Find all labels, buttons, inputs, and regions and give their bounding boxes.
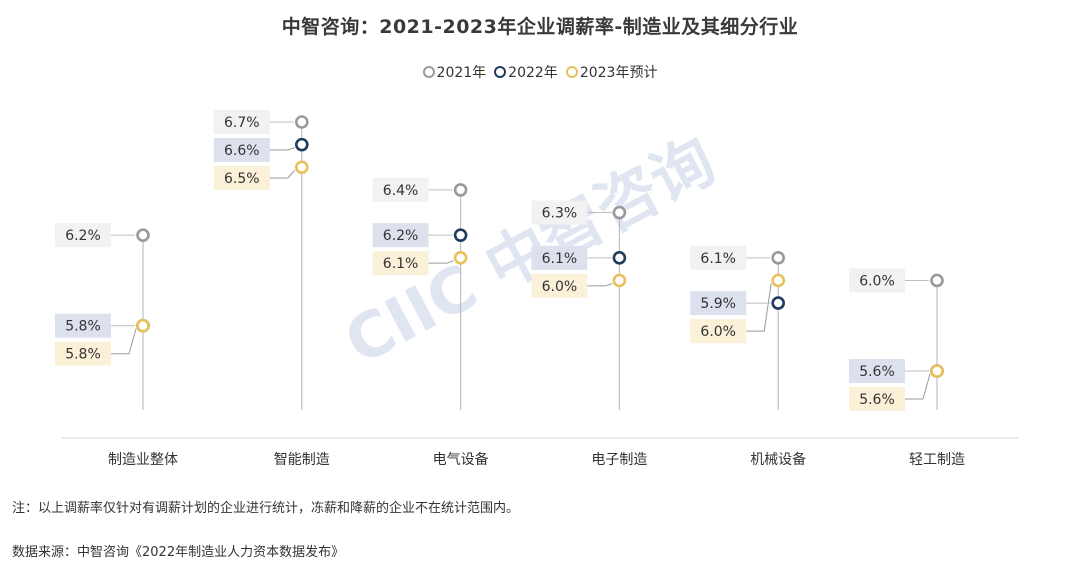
- data-label-box: [213, 166, 270, 190]
- legend-label: 2023年预计: [579, 65, 658, 81]
- data-label-box: [213, 110, 270, 134]
- legend-label: 2022年: [508, 65, 558, 81]
- data-label: 5.9%: [700, 296, 736, 312]
- data-label: 6.2%: [65, 228, 101, 244]
- data-label: 5.6%: [859, 364, 895, 380]
- data-label: 6.6%: [224, 143, 260, 159]
- data-point: [612, 251, 627, 265]
- data-label: 5.8%: [65, 319, 101, 335]
- data-label-box: [531, 200, 588, 225]
- legend-item: 2021年: [422, 62, 487, 82]
- data-label: 6.7%: [224, 115, 260, 131]
- data-point: [453, 228, 468, 242]
- data-label-box: [690, 245, 747, 270]
- leader-line: [269, 169, 296, 179]
- x-tick-label: 机械设备: [750, 451, 806, 468]
- leader-line: [428, 260, 454, 264]
- data-point: [453, 251, 468, 265]
- data-label-box: [849, 268, 905, 293]
- data-point: [612, 205, 627, 220]
- chart-title: 中智咨询：2021-2023年企业调薪率-制造业及其细分行业: [281, 16, 799, 38]
- data-label-box: [531, 245, 588, 270]
- data-label: 6.0%: [700, 324, 736, 340]
- data-label: 6.4%: [383, 183, 419, 199]
- x-tick-label: 电气设备: [433, 451, 489, 468]
- data-label-box: [849, 359, 905, 383]
- leader-line: [905, 373, 931, 400]
- data-label: 6.1%: [383, 256, 419, 272]
- x-tick-label: 制造业整体: [108, 452, 178, 468]
- data-point: [294, 160, 309, 175]
- x-tick-label: 轻工制造: [909, 452, 965, 468]
- legend-item: 2022年: [494, 62, 558, 82]
- data-label-box: [213, 138, 270, 162]
- data-point: [136, 318, 150, 333]
- leader-line: [111, 328, 137, 355]
- data-label-box: [849, 387, 905, 411]
- data-point: [453, 183, 468, 197]
- footnote: 注：以上调薪率仅针对有调薪计划的企业进行统计，冻薪和降薪的企业不在统计范围内。: [12, 501, 520, 516]
- data-label: 6.1%: [542, 251, 578, 267]
- data-point: [930, 364, 944, 378]
- data-label-box: [55, 313, 111, 338]
- legend-marker: [494, 66, 507, 78]
- data-label: 6.0%: [859, 273, 895, 289]
- data-label: 6.3%: [542, 206, 578, 222]
- leader-line: [587, 282, 613, 287]
- leader-line: [746, 283, 772, 332]
- data-label-box: [531, 273, 588, 298]
- watermark: CIIC 中智咨询: [333, 123, 726, 378]
- data-label: 6.1%: [700, 251, 736, 267]
- data-point: [612, 273, 627, 288]
- x-tick-label: 电子制造: [591, 452, 647, 468]
- leader-line: [269, 147, 295, 151]
- data-label: 6.2%: [383, 228, 419, 244]
- x-tick-label: 智能制造: [274, 452, 330, 468]
- data-label-box: [55, 341, 111, 366]
- data-label-box: [690, 319, 747, 344]
- data-label: 5.6%: [859, 392, 895, 408]
- data-label-box: [690, 291, 747, 316]
- data-label: 5.8%: [65, 347, 101, 363]
- data-label-box: [372, 223, 429, 248]
- data-point: [771, 273, 786, 288]
- legend-item: 2023年预计: [565, 62, 658, 82]
- legend-marker: [565, 66, 578, 78]
- data-label-box: [372, 251, 429, 276]
- legend-marker: [422, 66, 435, 78]
- data-point: [771, 296, 786, 310]
- data-point: [294, 137, 309, 152]
- data-source: 数据来源：中智咨询《2022年制造业人力资本数据发布》: [12, 545, 345, 560]
- data-point: [136, 228, 150, 242]
- data-label-box: [372, 177, 429, 202]
- data-point: [294, 115, 309, 129]
- data-label-box: [55, 223, 111, 248]
- legend: 2021年 2022年 2023年预计: [0, 62, 1080, 82]
- data-point: [771, 251, 786, 265]
- data-point: [930, 273, 944, 288]
- data-label: 6.5%: [224, 171, 260, 187]
- data-label: 6.0%: [542, 279, 578, 295]
- legend-label: 2021年: [436, 65, 487, 81]
